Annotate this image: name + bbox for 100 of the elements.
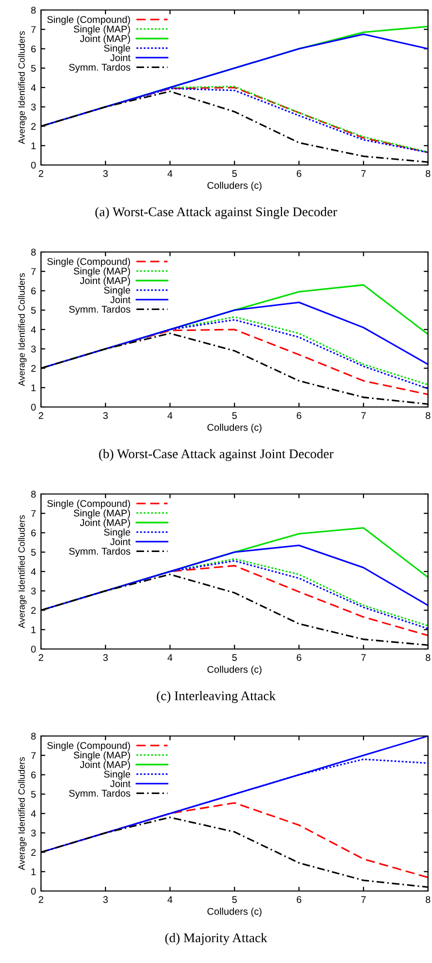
legend-label: Joint (MAP): [80, 34, 130, 44]
y-tick-label: 1: [31, 142, 36, 150]
y-tick-label: 4: [30, 326, 36, 334]
y-tick-label: 1: [31, 384, 36, 392]
y-tick-label: 8: [31, 490, 36, 498]
y-tick-label: 3: [31, 830, 36, 836]
y-tick-label: 5: [31, 64, 36, 72]
x-tick-label: 4: [168, 170, 172, 177]
y-tick-label: 2: [31, 364, 36, 372]
y-tick-label: 6: [31, 771, 36, 778]
legend-label: Symm. Tardos: [69, 306, 130, 315]
legend-label: Single (MAP): [74, 509, 130, 518]
x-tick-label: 8: [426, 896, 430, 903]
legend-label: Single (MAP): [74, 267, 130, 276]
legend-label: Single: [104, 286, 130, 296]
x-tick-label: 6: [296, 896, 302, 903]
y-tick-label: 8: [31, 732, 36, 740]
legend-label: Single (Compound): [47, 742, 130, 751]
y-tick-label: 7: [31, 268, 36, 275]
y-tick-label: 0: [31, 162, 36, 169]
y-axis-title: Average Identified Colluders: [18, 31, 27, 144]
x-tick-label: 3: [103, 896, 108, 903]
legend-label: Joint: [110, 780, 131, 788]
x-tick-label: 8: [426, 170, 430, 177]
x-tick-label: 6: [296, 412, 302, 419]
x-tick-label: 7: [361, 654, 366, 661]
x-axis-title: Colluders (c): [207, 908, 262, 917]
legend-label: Single: [104, 44, 130, 54]
x-tick-label: 7: [361, 412, 366, 419]
x-tick-label: 2: [38, 896, 44, 903]
legend-label: Single (Compound): [47, 500, 130, 509]
legend-label: Joint: [110, 296, 131, 304]
y-tick-label: 1: [31, 868, 36, 876]
x-tick-label: 8: [426, 654, 430, 661]
y-tick-label: 4: [30, 84, 36, 92]
y-tick-label: 4: [30, 568, 36, 576]
legend-label: Symm. Tardos: [69, 548, 130, 557]
x-tick-label: 2: [38, 412, 44, 419]
x-axis-title: Colluders (c): [207, 666, 262, 675]
x-tick-label: 6: [296, 170, 302, 177]
legend-label: Joint (MAP): [80, 518, 130, 528]
x-tick-label: 5: [232, 170, 237, 177]
x-tick-label: 4: [168, 896, 172, 903]
x-tick-label: 5: [232, 654, 237, 661]
legend-label: Single: [104, 770, 130, 780]
legend-label: Single: [104, 528, 130, 538]
y-tick-label: 3: [31, 588, 36, 594]
x-tick-label: 4: [168, 654, 172, 661]
legend-label: Joint (MAP): [80, 760, 130, 770]
y-axis-title: Average Identified Colluders: [18, 515, 27, 628]
x-axis-title: Colluders (c): [207, 182, 262, 191]
x-axis-title: Colluders (c): [207, 424, 262, 433]
y-tick-label: 0: [31, 646, 36, 653]
y-tick-label: 7: [31, 752, 36, 759]
y-axis-title: Average Identified Colluders: [18, 757, 27, 870]
y-tick-label: 3: [31, 346, 36, 352]
legend-label: Symm. Tardos: [69, 790, 130, 799]
y-tick-label: 6: [31, 45, 36, 52]
text: (b) Worst-Case Attack against Joint Decoder: [99, 449, 334, 461]
legend-label: Single (MAP): [74, 25, 130, 34]
legend-label: Single (Compound): [47, 258, 130, 267]
legend-label: Joint: [110, 54, 131, 62]
x-tick-label: 7: [361, 170, 366, 177]
y-tick-label: 2: [31, 848, 36, 856]
y-tick-label: 2: [31, 606, 36, 614]
y-tick-label: 2: [31, 122, 36, 130]
y-tick-label: 6: [31, 287, 36, 294]
legend-label: Joint: [110, 538, 131, 546]
y-tick-label: 8: [31, 248, 36, 256]
y-tick-label: 8: [31, 6, 36, 14]
y-tick-label: 4: [30, 810, 36, 818]
text: (d) Majority Attack: [165, 933, 268, 945]
legend-label: Single (MAP): [74, 751, 130, 760]
text: (c) Interleaving Attack: [156, 691, 276, 703]
y-tick-label: 5: [31, 548, 36, 556]
y-tick-label: 0: [31, 404, 36, 411]
y-tick-label: 7: [31, 510, 36, 517]
legend-label: Joint (MAP): [80, 276, 130, 286]
x-tick-label: 3: [103, 412, 108, 419]
x-tick-label: 5: [232, 412, 237, 419]
legend-label: Single (Compound): [47, 16, 130, 25]
x-tick-label: 3: [103, 654, 108, 661]
x-tick-label: 6: [296, 654, 302, 661]
y-tick-label: 5: [31, 306, 36, 314]
x-tick-label: 3: [103, 170, 108, 177]
text: (a) Worst-Case Attack against Single Decoder: [95, 207, 338, 219]
y-tick-label: 6: [31, 529, 36, 536]
x-tick-label: 2: [38, 654, 44, 661]
y-tick-label: 5: [31, 790, 36, 798]
y-tick-label: 0: [31, 888, 36, 895]
x-tick-label: 2: [38, 170, 44, 177]
x-tick-label: 5: [232, 896, 237, 903]
legend-label: Symm. Tardos: [69, 64, 130, 73]
x-tick-label: 8: [426, 412, 430, 419]
y-axis-title: Average Identified Colluders: [18, 273, 27, 386]
x-tick-label: 7: [361, 896, 366, 903]
y-tick-label: 7: [31, 26, 36, 33]
x-tick-label: 4: [168, 412, 172, 419]
y-tick-label: 1: [31, 626, 36, 634]
y-tick-label: 3: [31, 104, 36, 110]
